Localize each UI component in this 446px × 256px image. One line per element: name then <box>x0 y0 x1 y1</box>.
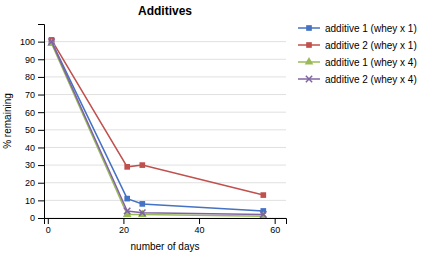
legend-item: additive 1 (whey x 4) <box>298 57 417 68</box>
legend-item: additive 2 (whey x 4) <box>298 74 417 85</box>
marker <box>139 162 145 168</box>
series-line <box>52 42 264 211</box>
tick: 50 <box>25 125 44 135</box>
y-axis-title: % remaining <box>2 93 13 149</box>
grid-line <box>44 129 286 130</box>
tick-mark <box>38 130 44 131</box>
legend-marker <box>306 25 312 31</box>
tick-mark <box>38 165 44 166</box>
tick-mark <box>38 147 44 148</box>
series-line <box>52 40 264 195</box>
tick: 30 <box>25 160 44 170</box>
tick-mark <box>38 42 44 43</box>
grid-line <box>44 147 286 148</box>
tick-mark <box>199 218 200 224</box>
tick-mark <box>38 200 44 201</box>
series-line <box>52 43 264 216</box>
tick-label: 0 <box>46 225 51 235</box>
grid-line <box>44 112 286 113</box>
tick-mark <box>38 218 44 219</box>
marker <box>47 38 56 45</box>
tick-mark <box>123 218 124 224</box>
marker <box>124 164 130 170</box>
tick-mark <box>38 183 44 184</box>
legend-marker <box>306 76 312 82</box>
tick-label: 50 <box>25 125 35 135</box>
tick-label: 80 <box>25 72 35 82</box>
marker <box>139 210 145 216</box>
tick: 10 <box>25 196 44 206</box>
legend-label: additive 1 (whey x 1) <box>325 23 417 34</box>
tick-label: 90 <box>25 55 35 65</box>
marker <box>260 211 266 217</box>
tick: 0 <box>46 218 51 235</box>
tick-label: 70 <box>25 90 35 100</box>
tick-label: 40 <box>25 143 35 153</box>
grid-line <box>44 200 286 201</box>
tick-mark <box>275 218 276 224</box>
title: Additives <box>138 4 192 18</box>
tick: 100 <box>20 37 44 47</box>
legend-item: additive 2 (whey x 1) <box>298 40 417 51</box>
tick-label: 40 <box>195 225 205 235</box>
legend-marker <box>305 57 314 64</box>
y-axis: 0 10 20 30 40 50 60 70 80 90 100 <box>20 25 45 224</box>
marker <box>124 208 130 214</box>
legend-label: additive 1 (whey x 4) <box>325 57 417 68</box>
grid-line <box>44 165 286 166</box>
tick-mark <box>48 218 49 224</box>
marker <box>260 192 266 198</box>
axis-line <box>45 219 287 225</box>
marker <box>48 38 54 44</box>
tick: 0 <box>30 213 44 223</box>
tick-mark <box>38 112 44 113</box>
tick: 20 <box>25 178 44 188</box>
axis-line <box>38 25 45 219</box>
tick: 70 <box>25 90 44 100</box>
marker <box>124 196 130 202</box>
tick-mark <box>38 59 44 60</box>
x-axis-title: number of days <box>131 241 200 252</box>
tick-label: 30 <box>25 160 35 170</box>
legend: additive 1 (whey x 1) additive 2 (whey x … <box>298 23 417 85</box>
tick: 90 <box>25 55 44 65</box>
tick: 40 <box>25 143 44 153</box>
grid-line <box>44 59 286 60</box>
grid-line <box>44 94 286 95</box>
grid-line <box>44 182 286 183</box>
legend-label: additive 2 (whey x 4) <box>325 74 417 85</box>
tick-label: 20 <box>25 178 35 188</box>
legend-item: additive 1 (whey x 1) <box>298 23 417 34</box>
legend-marker <box>306 42 312 48</box>
tick-label: 20 <box>119 225 129 235</box>
chart: 0 20 40 60 0 10 20 30 40 50 60 70 80 90 100 Additives nu… <box>0 0 446 256</box>
tick-label: 60 <box>270 225 280 235</box>
tick: 60 <box>25 108 44 118</box>
tick: 20 <box>119 218 129 235</box>
tick-label: 100 <box>20 37 35 47</box>
x-axis: 0 20 40 60 <box>45 218 287 235</box>
tick-mark <box>38 77 44 78</box>
tick: 80 <box>25 72 44 82</box>
grid-line <box>44 41 286 42</box>
tick-label: 0 <box>30 213 35 223</box>
tick: 40 <box>195 218 205 235</box>
series-line <box>52 42 264 215</box>
grid-line <box>44 76 286 77</box>
tick-mark <box>38 95 44 96</box>
series-group <box>47 37 267 218</box>
legend-label: additive 2 (whey x 1) <box>325 40 417 51</box>
tick-label: 10 <box>25 196 35 206</box>
plot: 0 20 40 60 0 10 20 30 40 50 60 70 80 90 100 <box>20 25 287 236</box>
marker <box>139 201 145 207</box>
tick: 60 <box>270 218 280 235</box>
tick-label: 60 <box>25 108 35 118</box>
